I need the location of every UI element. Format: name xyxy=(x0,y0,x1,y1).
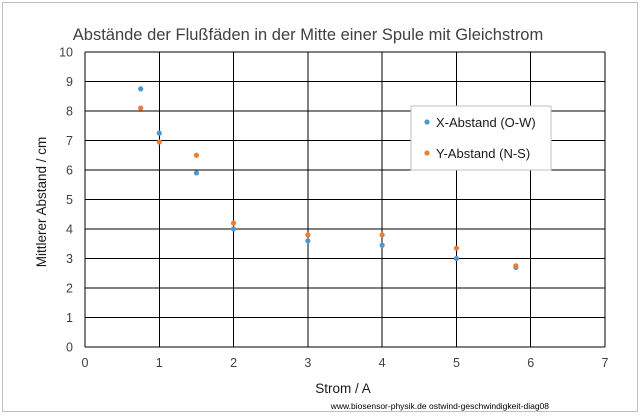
data-point-y-abstand xyxy=(138,105,144,111)
legend-marker-y-abstand xyxy=(424,150,430,156)
scatter-chart: Abstände der Flußfäden in der Mitte eine… xyxy=(34,26,609,411)
footer-source: www.biosensor-physik.de ostwind-geschwin… xyxy=(330,401,550,411)
y-tick-label: 8 xyxy=(66,105,73,119)
y-tick-label: 1 xyxy=(66,311,73,325)
y-tick-label: 7 xyxy=(66,134,73,148)
data-point-x-abstand xyxy=(138,86,144,92)
data-point-y-abstand xyxy=(379,232,385,238)
x-tick-label: 1 xyxy=(156,356,163,370)
y-tick-label: 10 xyxy=(59,46,73,60)
data-point-x-abstand xyxy=(156,130,162,136)
legend-box xyxy=(410,105,552,171)
x-tick-label: 7 xyxy=(602,356,609,370)
data-point-y-abstand xyxy=(156,139,162,145)
y-tick-labels: 0 1 2 3 4 5 6 7 8 9 10 xyxy=(59,46,73,355)
data-point-x-abstand xyxy=(379,242,385,248)
legend-label-y-abstand: Y-Abstand (N-S) xyxy=(436,146,530,161)
data-point-y-abstand xyxy=(230,220,237,226)
y-tick-label: 0 xyxy=(66,341,73,355)
y-axis-label: Mittlerer Abstand / cm xyxy=(34,137,49,268)
legend-label-x-abstand: X-Abstand (O-W) xyxy=(436,115,536,130)
legend: X-Abstand (O-W) Y-Abstand (N-S) xyxy=(410,105,552,171)
data-points xyxy=(138,86,519,270)
data-point-y-abstand xyxy=(453,245,460,251)
y-tick-label: 9 xyxy=(66,75,73,89)
data-point-y-abstand xyxy=(513,263,519,269)
x-tick-label: 3 xyxy=(304,356,311,370)
y-tick-label: 6 xyxy=(66,164,73,178)
x-tick-label: 0 xyxy=(82,356,89,370)
data-point-x-abstand xyxy=(305,238,311,244)
y-tick-label: 4 xyxy=(66,223,73,237)
x-axis-label: Strom / A xyxy=(315,381,371,396)
legend-marker-x-abstand xyxy=(424,119,430,125)
x-tick-label: 6 xyxy=(527,356,534,370)
x-tick-labels: 0 1 2 3 4 5 6 7 xyxy=(82,356,609,370)
data-point-y-abstand xyxy=(305,232,311,238)
y-tick-label: 5 xyxy=(66,193,73,207)
data-point-x-abstand xyxy=(453,255,460,262)
y-tick-label: 2 xyxy=(66,282,73,296)
data-point-x-abstand xyxy=(230,226,237,232)
data-point-x-abstand xyxy=(193,170,200,176)
grid-lines xyxy=(84,51,606,348)
data-point-y-abstand xyxy=(193,152,200,158)
x-tick-label: 2 xyxy=(230,356,237,370)
x-tick-label: 4 xyxy=(379,356,386,370)
x-tick-label: 5 xyxy=(453,356,460,370)
y-tick-label: 3 xyxy=(66,252,73,266)
chart-title: Abstände der Flußfäden in der Mitte eine… xyxy=(73,26,543,44)
chart-frame: Abstände der Flußfäden in der Mitte eine… xyxy=(2,2,638,412)
